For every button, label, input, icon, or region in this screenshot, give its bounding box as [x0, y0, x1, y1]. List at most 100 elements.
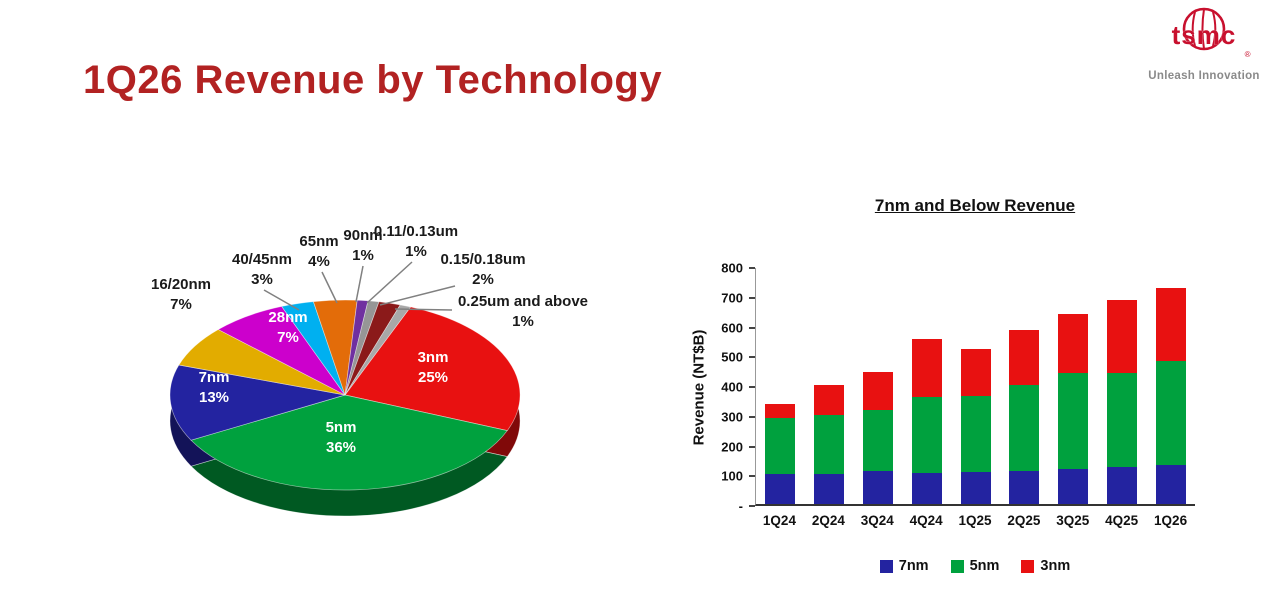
- bar-segment-1Q24-3nm: [765, 404, 796, 418]
- y-tick-100: 100: [721, 468, 743, 484]
- bar-chart-body: Revenue (NT$B) 800 700 600 500 400 300 200 100-: [688, 261, 1248, 514]
- legend-item-7nm: 7nm: [879, 558, 929, 574]
- pie-label-40-45nm-pct: 3%: [251, 270, 273, 288]
- leader-line-90nm: [355, 265, 364, 303]
- tsmc-wafer-icon: [1182, 7, 1226, 51]
- bar-segment-3Q25-7nm: [1058, 468, 1089, 504]
- bar-plot-area: [755, 268, 1195, 506]
- pie-label-16-20nm-pct: 7%: [170, 295, 192, 313]
- pie-slice-0.25um and above: [344, 304, 412, 396]
- bar-segment-2Q24-7nm: [814, 474, 845, 504]
- pie-label-015-018um-name: 0.15/0.18um: [440, 251, 526, 268]
- tsmc-logo-text: tsmc: [1171, 20, 1237, 50]
- bar-segment-3Q24-5nm: [862, 410, 893, 472]
- pie-label-015-018um-pct: 2%: [472, 270, 494, 288]
- bar-segment-2Q24-5nm: [814, 414, 845, 475]
- leader-line-40-45nm: [263, 289, 300, 311]
- page-title: 1Q26 Revenue by Technology: [83, 58, 663, 102]
- leader-line-011-013um: [366, 261, 413, 304]
- pie-label-7nm-name: 7nm: [198, 369, 230, 386]
- bar-1Q25: [960, 349, 991, 504]
- pie-label-65nm: 65nm 4%: [299, 232, 338, 271]
- pie-label-025um-above-pct: 1%: [512, 312, 534, 330]
- pie-label-28nm-pct: 7%: [277, 328, 299, 346]
- bar-column-2Q25: [1000, 268, 1049, 504]
- y-tickmark: [749, 445, 755, 448]
- y-tick-200: 200: [721, 439, 743, 454]
- y-tick--: -: [738, 498, 743, 514]
- leader-line-015-018um: [379, 285, 456, 306]
- bar-segment-4Q25-7nm: [1106, 466, 1137, 504]
- bar-chart-title: 7nm and Below Revenue: [874, 196, 1076, 215]
- legend-item-5nm: 5nm: [950, 558, 999, 574]
- tsmc-tagline: Unleash Innovation: [1148, 70, 1260, 82]
- x-tick-3Q25: 3Q25: [1056, 513, 1090, 528]
- bar-column-4Q24: [902, 268, 951, 504]
- y-tickmark: [749, 356, 755, 359]
- bar-segment-2Q24-3nm: [814, 384, 845, 415]
- leader-lines-group: [263, 261, 456, 311]
- bar-segment-1Q25-7nm: [960, 472, 991, 504]
- bar-segment-1Q25-3nm: [960, 349, 991, 397]
- pie-label-65nm-pct: 4%: [308, 252, 330, 270]
- pie-label-3nm-name: 3nm: [417, 349, 449, 366]
- pie-label-025um-above: 0.25um and above 1%: [458, 292, 588, 331]
- y-tickmark: [749, 475, 755, 478]
- y-tickmark: [749, 415, 755, 418]
- bar-chart-panel: 7nm and Below Revenue Revenue (NT$B) 800…: [688, 196, 1248, 574]
- bar-4Q24: [911, 338, 942, 504]
- legend-swatch-3nm: [1021, 559, 1035, 573]
- pie-label-16-20nm-name: 16/20nm: [150, 276, 212, 293]
- pie-label-7nm: 7nm 13%: [199, 368, 230, 407]
- pie-label-40-45nm-name: 40/45nm: [231, 251, 293, 268]
- bar-3Q25: [1058, 313, 1089, 504]
- pie-label-011-013um-name: 0.11/0.13um: [373, 223, 459, 240]
- tsmc-logo-stack: tsmc ®: [1134, 4, 1274, 66]
- bar-2Q24: [814, 384, 845, 504]
- bar-segment-4Q24-3nm: [911, 338, 942, 397]
- bar-segment-1Q24-5nm: [765, 417, 796, 475]
- x-tick-2Q24: 2Q24: [811, 513, 845, 528]
- y-tickmark: [749, 326, 755, 329]
- y-tick-600: 600: [721, 320, 743, 335]
- x-tick-2Q25: 2Q25: [1007, 513, 1041, 528]
- bar-column-2Q24: [805, 268, 854, 504]
- pie-label-5nm-name: 5nm: [325, 419, 357, 436]
- bar-segment-2Q25-7nm: [1009, 471, 1040, 504]
- pie-label-011-013um: 0.11/0.13um 1%: [374, 222, 458, 261]
- bar-chart-legend: 7nm 5nm 3nm: [755, 558, 1195, 574]
- legend-swatch-5nm: [950, 559, 964, 573]
- x-tick-1Q26: 1Q26: [1154, 513, 1188, 528]
- tsmc-logo: tsmc ® Unleash Innovation: [1134, 4, 1274, 82]
- bar-segment-1Q26-7nm: [1155, 465, 1186, 504]
- y-tick-500: 500: [721, 349, 743, 365]
- pie-label-3nm: 3nm 25%: [418, 348, 449, 387]
- y-tickmark: [749, 505, 755, 507]
- pie-label-28nm-name: 28nm: [268, 309, 308, 326]
- bar-segment-3Q24-7nm: [862, 471, 893, 504]
- pie-label-5nm-pct: 36%: [325, 438, 357, 456]
- pie-slice-7nm: [169, 364, 346, 441]
- y-tick-800: 800: [721, 260, 743, 276]
- pie-label-90nm-pct: 1%: [352, 246, 374, 264]
- tsmc-registered-mark: ®: [1244, 50, 1251, 59]
- pie-slice-5nm: [190, 394, 508, 491]
- x-axis: 1Q24 2Q24 3Q24 4Q24 1Q25 2Q25 3Q25 4Q25 1Q26: [755, 506, 1195, 528]
- y-axis: 800 700 600 500 400 300 200 100 -: [710, 261, 755, 514]
- pie-label-015-018um: 0.15/0.18um 2%: [440, 250, 525, 289]
- bar-segment-2Q25-5nm: [1009, 385, 1040, 472]
- bar-column-1Q25: [951, 268, 1000, 504]
- y-tick-300: 300: [721, 409, 743, 425]
- legend-label-3nm: 3nm: [1040, 558, 1071, 574]
- x-tick-1Q24: 1Q24: [762, 513, 796, 528]
- bar-1Q24: [765, 404, 796, 504]
- x-tick-1Q25: 1Q25: [958, 513, 992, 528]
- pie-label-65nm-name: 65nm: [299, 233, 339, 250]
- y-tickmark: [749, 296, 755, 299]
- pie-label-28nm: 28nm 7%: [268, 308, 307, 347]
- pie-label-5nm: 5nm 36%: [326, 418, 357, 457]
- bar-segment-4Q24-5nm: [911, 396, 942, 473]
- pie-label-011-013um-pct: 1%: [405, 242, 427, 260]
- bar-column-3Q25: [1049, 268, 1098, 504]
